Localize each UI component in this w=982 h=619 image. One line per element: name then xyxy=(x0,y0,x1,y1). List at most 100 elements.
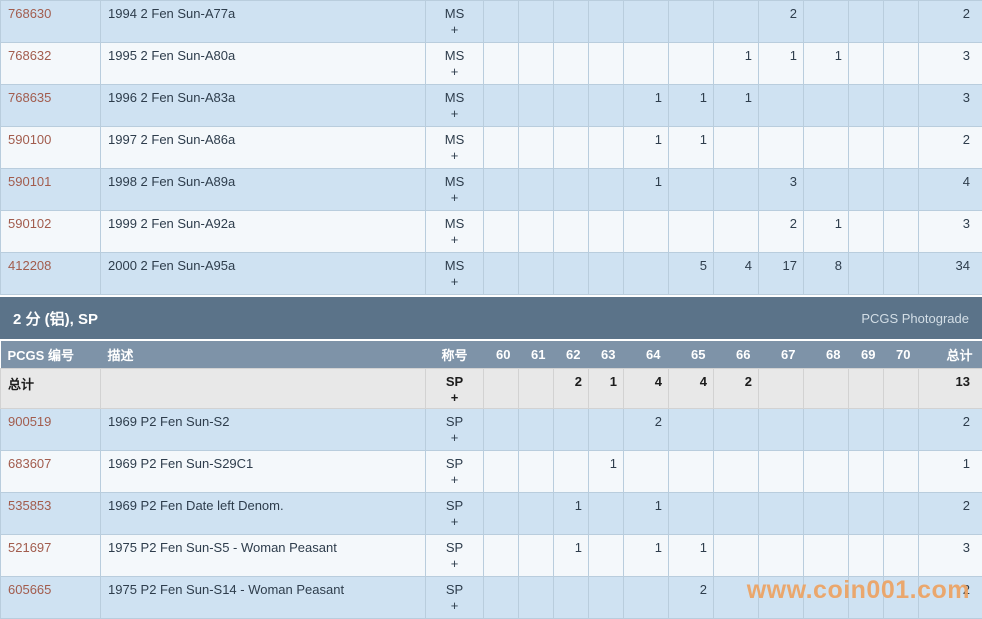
grade-cell-69 xyxy=(848,126,884,169)
grade-cell-63 xyxy=(588,491,624,535)
grade-cell-67 xyxy=(758,367,804,409)
designation-label: SP xyxy=(445,455,464,471)
designation-label: MS xyxy=(444,132,465,147)
pcgs-number-cell: 535853 xyxy=(0,491,101,535)
plus-label: + xyxy=(450,148,459,163)
grade-cell-64: 1 xyxy=(623,126,669,169)
header-grade-65: 65 xyxy=(668,341,714,368)
header-grade-61: 61 xyxy=(518,341,554,368)
grade-cell-62 xyxy=(553,0,589,43)
grade-cell-64 xyxy=(623,0,669,43)
grade-cell-65 xyxy=(668,42,714,85)
grade-cell-61 xyxy=(518,407,554,451)
grade-cell-60 xyxy=(483,491,519,535)
totals-label-cell: 总计 xyxy=(0,367,101,409)
pcgs-number-link[interactable]: 590102 xyxy=(8,216,52,231)
grade-cell-60 xyxy=(483,0,519,43)
coin-description: 1998 2 Fen Sun-A89a xyxy=(100,168,426,211)
plus-label: + xyxy=(450,22,459,37)
designation-cell: MS + xyxy=(425,0,484,43)
pcgs-number-link[interactable]: 768635 xyxy=(8,90,52,105)
grade-cell-68: 8 xyxy=(803,252,849,295)
pcgs-number-link[interactable]: 521697 xyxy=(8,539,52,555)
plus-label: + xyxy=(450,429,459,445)
grade-cell-67 xyxy=(758,533,804,577)
grade-cell-61 xyxy=(518,84,554,127)
grade-cell-64 xyxy=(623,42,669,85)
grade-cell-64: 1 xyxy=(623,533,669,577)
grade-cell-66: 1 xyxy=(713,84,759,127)
grade-cell-62: 2 xyxy=(553,367,589,409)
designation-label: SP xyxy=(445,413,464,429)
pcgs-photograde-link[interactable]: PCGS Photograde xyxy=(861,310,969,326)
pcgs-number-cell: 768635 xyxy=(0,84,101,127)
pcgs-number-cell: 683607 xyxy=(0,449,101,493)
grade-cell-68 xyxy=(803,533,849,577)
grade-cell-65 xyxy=(668,0,714,43)
pcgs-number-link[interactable]: 768630 xyxy=(8,6,52,21)
grade-cell-62 xyxy=(553,84,589,127)
header-grade-64: 64 xyxy=(623,341,669,368)
grade-cell-66: 1 xyxy=(713,42,759,85)
grade-cell-66 xyxy=(713,126,759,169)
designation-cell: SP + xyxy=(425,491,484,535)
grade-cell-60 xyxy=(483,42,519,85)
grade-cell-62 xyxy=(553,42,589,85)
grade-cell-68: 1 xyxy=(803,42,849,85)
pcgs-number-cell: 605665 xyxy=(0,575,101,619)
grade-cell-67: 3 xyxy=(758,168,804,211)
plus-label: + xyxy=(450,232,459,247)
coin-description: 1969 P2 Fen Date left Denom. xyxy=(100,491,426,535)
grade-cell-62: 1 xyxy=(553,491,589,535)
grade-cell-67 xyxy=(758,575,804,619)
coin-description xyxy=(100,367,426,409)
pcgs-number-link[interactable]: 768632 xyxy=(8,48,52,63)
pcgs-number-link[interactable]: 683607 xyxy=(8,455,52,471)
header-grade-69: 69 xyxy=(848,341,884,368)
grade-cell-67 xyxy=(758,126,804,169)
grade-cell-69 xyxy=(848,491,884,535)
grade-cell-67: 17 xyxy=(758,252,804,295)
sp-section-header-bar: 2 分 (铝), SP PCGS Photograde xyxy=(0,297,982,339)
pcgs-number-link[interactable]: 535853 xyxy=(8,497,52,513)
grade-cell-62: 1 xyxy=(553,533,589,577)
grade-cell-68: 1 xyxy=(803,210,849,253)
plus-label: + xyxy=(450,106,459,121)
grade-cell-61 xyxy=(518,210,554,253)
pcgs-number-link[interactable]: 900519 xyxy=(8,413,52,429)
designation-cell: SP + xyxy=(425,449,484,493)
grade-cell-70 xyxy=(883,575,919,619)
grade-cell-69 xyxy=(848,42,884,85)
grade-cell-60 xyxy=(483,210,519,253)
plus-label: + xyxy=(450,597,459,613)
designation-label: MS xyxy=(444,48,465,63)
total-cell: 2 xyxy=(918,0,982,43)
grade-cell-66 xyxy=(713,449,759,493)
grade-cell-63 xyxy=(588,210,624,253)
grade-cell-70 xyxy=(883,252,919,295)
grade-cell-62 xyxy=(553,126,589,169)
grade-cell-61 xyxy=(518,449,554,493)
grade-cell-67 xyxy=(758,491,804,535)
grade-cell-70 xyxy=(883,210,919,253)
grade-cell-70 xyxy=(883,449,919,493)
grade-cell-65 xyxy=(668,168,714,211)
grade-cell-69 xyxy=(848,367,884,409)
grade-cell-63 xyxy=(588,575,624,619)
grade-cell-69 xyxy=(848,0,884,43)
grade-cell-70 xyxy=(883,126,919,169)
grade-cell-61 xyxy=(518,575,554,619)
grade-cell-64: 1 xyxy=(623,168,669,211)
pcgs-number-link[interactable]: 590101 xyxy=(8,174,52,189)
grade-cell-67 xyxy=(758,449,804,493)
grade-cell-68 xyxy=(803,367,849,409)
grade-cell-65: 1 xyxy=(668,126,714,169)
grade-cell-61 xyxy=(518,126,554,169)
pcgs-number-link[interactable]: 605665 xyxy=(8,581,52,597)
coin-description: 1999 2 Fen Sun-A92a xyxy=(100,210,426,253)
grade-cell-69 xyxy=(848,252,884,295)
pcgs-number-link[interactable]: 590100 xyxy=(8,132,52,147)
grade-cell-69 xyxy=(848,575,884,619)
pcgs-number-link[interactable]: 412208 xyxy=(8,258,52,273)
designation-cell: MS + xyxy=(425,210,484,253)
